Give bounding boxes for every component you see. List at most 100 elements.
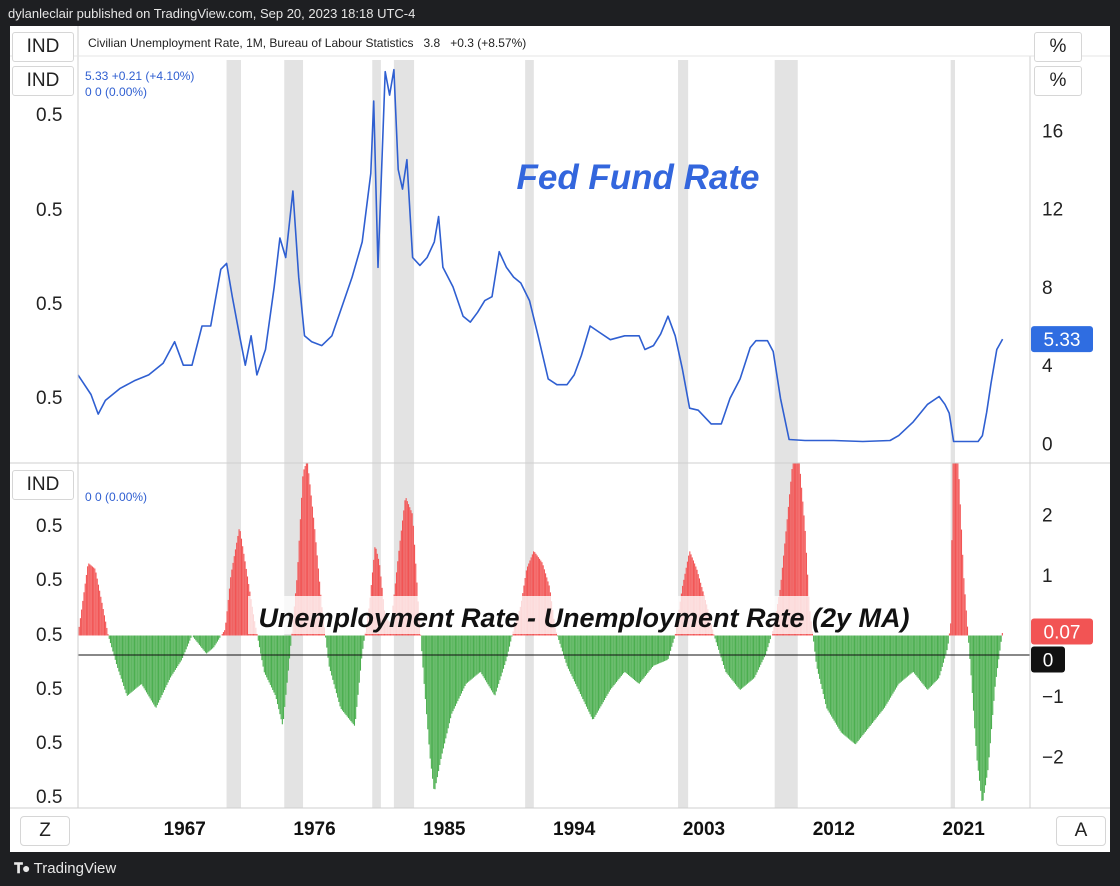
diff-bar [996, 635, 999, 669]
diff-bar [876, 635, 878, 717]
diff-bar [954, 463, 957, 636]
diff-bar [156, 635, 158, 706]
diff-bar [170, 635, 172, 678]
diff-bar [279, 635, 281, 715]
diff-bar [841, 635, 844, 734]
diff-bar [765, 635, 767, 655]
diff-bar [160, 635, 162, 698]
diff-bar [406, 501, 408, 636]
diff-bar [893, 635, 895, 692]
diff-bar [882, 635, 884, 710]
diff-bar [615, 635, 618, 683]
diff-bar [958, 479, 960, 636]
diff-bar [284, 635, 286, 707]
diff-bar [495, 635, 497, 692]
diff-bar [426, 635, 428, 715]
diff-bar [858, 635, 860, 740]
left-tick-label: 0.5 [36, 733, 62, 754]
diff-bar [266, 635, 268, 678]
diff-bar [126, 635, 128, 696]
diff-bar [589, 635, 591, 715]
diff-bar [888, 635, 890, 700]
diff-bar [601, 635, 603, 705]
diff-bar [97, 584, 99, 636]
diff-bar [594, 635, 596, 717]
diff-bar [813, 635, 815, 642]
ind-button-pane1[interactable]: IND [12, 66, 74, 96]
ind-button-main[interactable]: IND [12, 32, 74, 62]
diff-bar [917, 635, 919, 679]
diff-bar [791, 469, 793, 636]
diff-bar [269, 635, 271, 685]
diff-bar [486, 635, 488, 683]
diff-bar [964, 594, 966, 636]
diff-bar [120, 635, 122, 679]
diff-bar [95, 572, 97, 636]
chart-container[interactable]: 16 12 8 4 0 0.5 0.5 0.5 0.5 2 1 −1 −2 0.5 0.5 0.5 0.5 0.5… [10, 26, 1110, 852]
title-background [248, 596, 920, 634]
diff-bar [165, 635, 167, 688]
fed-last-value-tag-bg [1031, 326, 1093, 353]
diff-bar [636, 635, 638, 683]
diff-bar [149, 635, 151, 699]
diff-bar [940, 635, 942, 672]
diff-bar [607, 635, 609, 694]
diff-bar [835, 635, 838, 725]
diff-bar [689, 551, 691, 636]
diff-bar [327, 635, 329, 658]
diff-bar [308, 473, 310, 636]
diff-bar [975, 635, 977, 746]
diff-bar [948, 633, 951, 636]
diff-bar [614, 635, 616, 684]
diff-bar [508, 635, 511, 647]
zoom-button[interactable]: Z [20, 816, 70, 846]
diff-bar [957, 463, 959, 636]
diff-bar [195, 635, 197, 641]
diff-bar [575, 635, 577, 684]
diff-bar [246, 576, 249, 636]
diff-bar [587, 635, 589, 710]
diff-bar [303, 469, 305, 636]
diff-bar [861, 635, 863, 737]
diff-bar [977, 635, 979, 771]
chart-svg[interactable]: 16 12 8 4 0 0.5 0.5 0.5 0.5 2 1 −1 −2 0.5 0.5 0.5 0.5 0.5… [10, 26, 1110, 852]
diff-bar [270, 635, 273, 688]
diff-bar [637, 635, 639, 684]
diff-bar [602, 635, 604, 703]
left-tick-label: 0.5 [36, 388, 62, 409]
diff-bar [829, 635, 832, 715]
diff-bar [590, 635, 592, 717]
diff-bar [900, 635, 902, 682]
auto-scale-button[interactable]: A [1056, 816, 1106, 846]
diff-bar [492, 635, 494, 693]
diff-bar [349, 635, 351, 720]
diff-bar [995, 635, 997, 677]
diff-bar [82, 600, 84, 636]
diff-bar [865, 635, 868, 731]
diff-bar [869, 635, 871, 726]
left-tick-label: 0.5 [36, 679, 62, 700]
diff-bar [941, 635, 943, 667]
main-series-legend: Civilian Unemployment Rate, 1M, Bureau o… [88, 36, 526, 50]
diff-bar [421, 635, 423, 652]
diff-bar [198, 635, 200, 645]
diff-bar [100, 596, 102, 636]
percent-button-pane1[interactable]: % [1034, 66, 1082, 96]
left-tick-label: 0.5 [36, 516, 62, 537]
percent-button-main[interactable]: % [1034, 32, 1082, 62]
diff-bar [803, 515, 805, 636]
diff-bar [131, 635, 133, 692]
diff-bar [760, 635, 762, 665]
diff-bar [210, 635, 212, 650]
diff-bar [763, 635, 765, 658]
ind-button-pane2[interactable]: IND [12, 470, 74, 500]
diff-bar [905, 635, 907, 678]
diff-bar [347, 635, 350, 719]
diff-bar [978, 635, 981, 781]
diff-bar [761, 635, 763, 663]
diff-bar [174, 635, 176, 670]
diff-bar [501, 635, 503, 673]
diff-bar [559, 635, 561, 644]
left-tick-label: 0.5 [36, 787, 62, 808]
diff-bar [162, 635, 164, 693]
